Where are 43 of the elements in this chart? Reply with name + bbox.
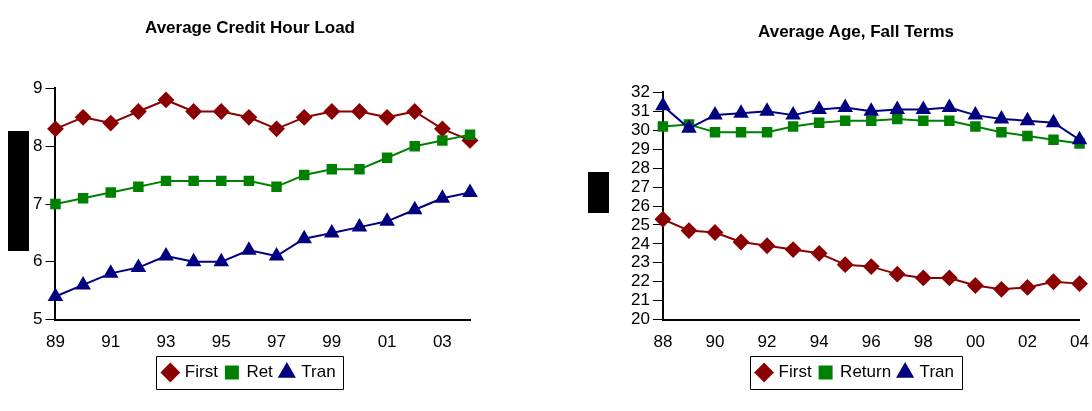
legend-label: Return xyxy=(840,362,892,382)
y-tick-label: 29 xyxy=(630,138,650,158)
x-tick-label: 89 xyxy=(45,332,65,352)
x-tick-label: 01 xyxy=(377,332,397,352)
x-tick-label: 03 xyxy=(432,332,452,352)
y-tick-label: 24 xyxy=(630,233,650,253)
y-tick-label: 8 xyxy=(32,135,43,155)
x-tick-label: 02 xyxy=(1018,332,1037,352)
x-tick-label: 98 xyxy=(913,332,933,352)
y-tick-label: 27 xyxy=(630,176,650,196)
x-tick-label: 90 xyxy=(705,332,725,352)
legend-label: Tran xyxy=(301,362,336,382)
x-tick-label: 91 xyxy=(101,332,121,352)
legend-label: Ret xyxy=(246,362,274,382)
y-tick-label: 31 xyxy=(630,101,650,121)
y-tick-label: 20 xyxy=(630,309,650,329)
x-tick-label: 97 xyxy=(267,332,287,352)
x-tick-label: 99 xyxy=(322,332,342,352)
chart-title: Average Credit Hour Load xyxy=(144,17,356,37)
x-tick-label: 94 xyxy=(809,332,829,352)
y-tick-label: 21 xyxy=(630,290,650,310)
x-tick-label: 00 xyxy=(965,332,985,352)
y-tick-label: 25 xyxy=(630,214,650,234)
y-tick-label: 9 xyxy=(32,78,43,98)
y-tick-label: 26 xyxy=(630,195,650,215)
y-tick-label: 23 xyxy=(630,252,650,272)
x-tick-label: 96 xyxy=(861,332,881,352)
y-tick-label: 32 xyxy=(630,82,650,102)
y-tick-label: 22 xyxy=(630,271,650,291)
x-tick-label: 93 xyxy=(156,332,176,352)
legend-label: First xyxy=(184,362,219,382)
y-tick-label: 5 xyxy=(32,309,43,329)
y-tick-label: 6 xyxy=(32,251,43,271)
y-tick-label: 30 xyxy=(630,119,650,139)
x-tick-label: 04 xyxy=(1070,332,1090,352)
legend-label: First xyxy=(778,362,812,382)
x-tick-label: 88 xyxy=(653,332,673,352)
chart-title: Average Age, Fall Terms xyxy=(758,21,954,41)
legend-label: Tran xyxy=(919,362,954,382)
x-tick-label: 92 xyxy=(757,332,777,352)
y-tick-label: 7 xyxy=(32,193,43,213)
x-tick-label: 95 xyxy=(211,332,231,352)
y-tick-label: 28 xyxy=(630,157,650,177)
